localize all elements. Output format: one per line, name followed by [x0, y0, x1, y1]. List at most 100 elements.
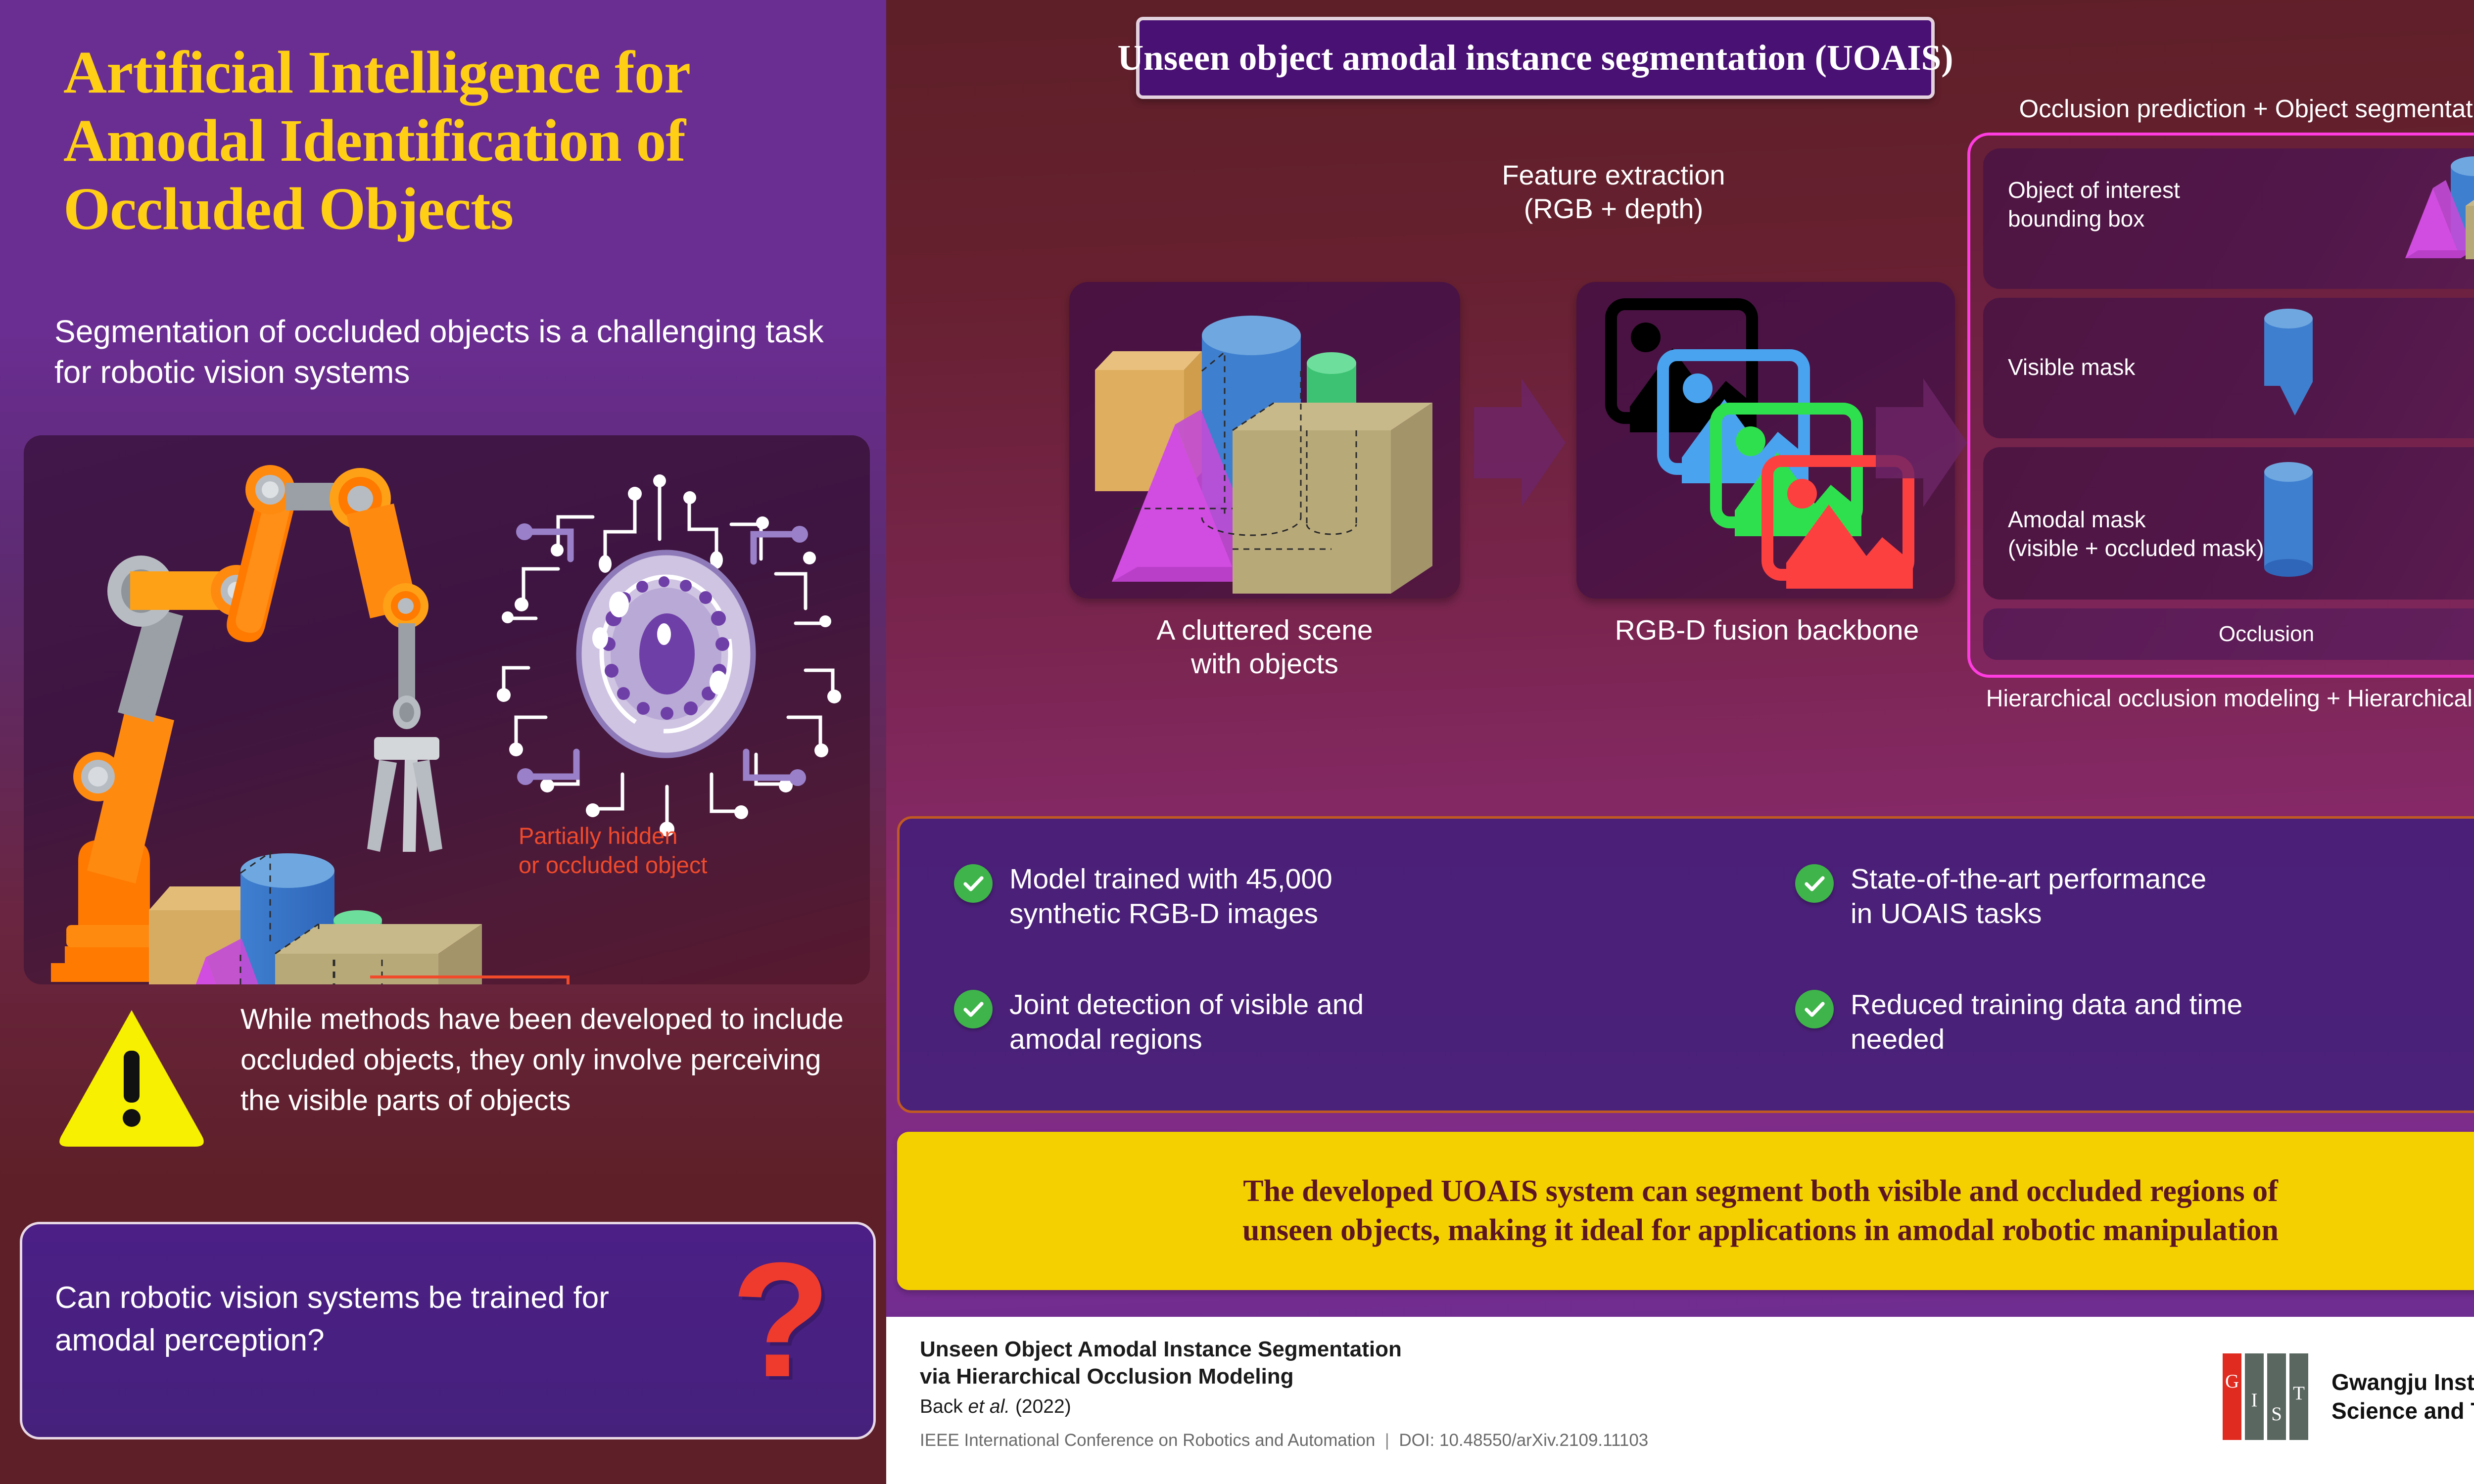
gist-logo-bars: G I S T: [2223, 1353, 2312, 1440]
finding-item-1: Model trained with 45,000 synthetic RGB-…: [954, 862, 1686, 931]
finding-4-line-1: Reduced training data and time: [1851, 989, 2243, 1020]
ai-eye-circuit-icon: [497, 474, 841, 836]
footer: Unseen Object Amodal Instance Segmentati…: [886, 1317, 2474, 1484]
gist-bar-s: S: [2267, 1353, 2286, 1440]
authors-et-al: et al.: [968, 1396, 1010, 1417]
conclusion-line-2: unseen objects, making it ideal for appl…: [1242, 1213, 2279, 1247]
prediction-occlusion-label: Occlusion: [2218, 622, 2315, 646]
prediction-visible-mask-label: Visible mask: [2008, 354, 2136, 380]
right-column: Unseen object amodal instance segmentati…: [886, 0, 2474, 1484]
paper-authors: Back et al. (2022): [920, 1396, 1071, 1418]
finding-item-3-text: Joint detection of visible and amodal re…: [1009, 988, 1364, 1057]
page-title: Artificial Intelligence for Amodal Ident…: [63, 39, 865, 243]
arrow-right-icon-2: [1876, 378, 1967, 507]
bounding-box-scene-icon: [2405, 156, 2474, 259]
finding-3-line-2: amodal regions: [1009, 1023, 1202, 1055]
finding-item-4: Reduced training data and time needed: [1795, 988, 2474, 1057]
robot-arm-occluded-objects-illustration: Partially hidden or occluded object: [24, 435, 870, 984]
prediction-amodal-mask: Amodal mask (visible + occluded mask): [1983, 447, 2474, 600]
stage-caption-1-line-2: with objects: [1191, 648, 1338, 680]
prediction-3-line-1: Amodal mask: [2008, 507, 2146, 532]
paper-title: Unseen Object Amodal Instance Segmentati…: [920, 1336, 1909, 1391]
finding-1-line-1: Model trained with 45,000: [1009, 863, 1332, 895]
gist-letter-g: G: [2225, 1371, 2239, 1392]
gist-letter-i: I: [2251, 1390, 2258, 1411]
cluttered-scene-shapes-icon: [1095, 316, 1432, 594]
gist-bar-g: G: [2223, 1353, 2242, 1440]
authors-prefix: Back: [920, 1396, 968, 1417]
left-column: Artificial Intelligence for Amodal Ident…: [0, 0, 886, 1484]
warning-triangle-icon: [59, 1010, 204, 1147]
authors-year: (2022): [1010, 1396, 1071, 1417]
paper-venue: IEEE International Conference on Robotic…: [920, 1431, 1376, 1450]
question-mark-icon: ?: [731, 1228, 831, 1411]
gist-letter-s: S: [2271, 1403, 2282, 1425]
finding-item-3: Joint detection of visible and amodal re…: [954, 988, 1686, 1057]
finding-item-1-text: Model trained with 45,000 synthetic RGB-…: [1009, 862, 1332, 931]
check-icon: [954, 990, 993, 1028]
feature-extraction-line-1: Feature extraction: [1502, 159, 1725, 190]
warning-text: While methods have been developed to inc…: [240, 1003, 844, 1116]
finding-item-2: State-of-the-art performance in UOAIS ta…: [1795, 862, 2474, 931]
feature-extraction-line-2: (RGB + depth): [1523, 193, 1704, 225]
feature-extraction-label: Feature extraction (RGB + depth): [1341, 158, 1886, 226]
paper-doi: DOI: 10.48550/arXiv.2109.11103: [1399, 1431, 1649, 1450]
conclusion-banner: The developed UOAIS system can segment b…: [897, 1132, 2474, 1290]
uoais-banner: Unseen object amodal instance segmentati…: [1117, 17, 1953, 99]
gist-bar-i: I: [2245, 1353, 2264, 1440]
gist-logo: G I S T Gwangju Institute of Science and…: [2223, 1353, 2474, 1440]
finding-1-line-2: synthetic RGB-D images: [1009, 897, 1319, 929]
occluded-objects-scene-icon: [149, 851, 570, 984]
finding-2-line-2: in UOAIS tasks: [1851, 897, 2042, 929]
prediction-occlusion-bar: Occlusion: [1983, 608, 2474, 660]
hierarchical-label: Hierarchical occlusion modeling + Hierar…: [1986, 686, 2474, 712]
gist-name-line-1: Gwangju Institute of: [2331, 1369, 2474, 1395]
conclusion-line-1: The developed UOAIS system can segment b…: [1243, 1174, 2278, 1208]
stage-caption-2-line-1: RGB-D fusion backbone: [1615, 614, 1919, 646]
meta-separator: |: [1384, 1431, 1389, 1450]
conclusion-text: The developed UOAIS system can segment b…: [947, 1172, 2474, 1251]
question-card: Can robotic vision systems be trained fo…: [20, 1222, 876, 1439]
prediction-bounding-box: Object of interest bounding box: [1983, 148, 2474, 289]
robot-arm-icon: [51, 465, 442, 982]
occlusion-annotation-line-2: or occluded object: [519, 852, 708, 879]
visible-mask-cylinder-icon: [2264, 309, 2313, 416]
gist-bar-t: T: [2289, 1353, 2309, 1440]
stage-caption-1: A cluttered scene with objects: [1035, 613, 1495, 681]
occlusion-annotation: Partially hidden or occluded object: [519, 821, 835, 880]
stage-caption-1-line-1: A cluttered scene: [1156, 614, 1373, 646]
prediction-bounding-box-label: Object of interest bounding box: [2008, 176, 2180, 233]
gist-name-line-2: Science and Technology: [2331, 1397, 2474, 1424]
prediction-amodal-mask-label: Amodal mask (visible + occluded mask): [2008, 506, 2264, 562]
stage-caption-2: RGB-D fusion backbone: [1544, 613, 1990, 647]
question-text: Can robotic vision systems be trained fo…: [55, 1281, 609, 1357]
check-icon: [1795, 990, 1834, 1028]
arrow-right-icon-1: [1474, 378, 1566, 507]
finding-item-4-text: Reduced training data and time needed: [1851, 988, 2242, 1057]
prediction-1-line-2: bounding box: [2008, 205, 2145, 232]
finding-2-line-1: State-of-the-art performance: [1851, 863, 2207, 895]
finding-4-line-2: needed: [1851, 1023, 1945, 1055]
finding-3-line-1: Joint detection of visible and: [1009, 989, 1364, 1020]
paper-meta: IEEE International Conference on Robotic…: [920, 1431, 1648, 1450]
uoais-banner-title: Unseen object amodal instance segmentati…: [1117, 38, 1953, 78]
title-line-1: Artificial Intelligence for: [63, 39, 691, 106]
gist-logo-name: Gwangju Institute of Science and Technol…: [2331, 1368, 2474, 1425]
paper-title-line-1: Unseen Object Amodal Instance Segmentati…: [920, 1337, 1402, 1361]
warning-row: While methods have been developed to inc…: [23, 999, 874, 1177]
stage-cluttered-scene: [1069, 282, 1460, 599]
prediction-group: Object of interest bounding box: [1967, 133, 2474, 678]
title-line-3: Occluded Objects: [63, 175, 514, 242]
finding-item-2-text: State-of-the-art performance in UOAIS ta…: [1851, 862, 2206, 931]
title-line-2: Amodal Identification of: [63, 107, 686, 174]
amodal-mask-cylinder-icon: [2264, 462, 2313, 577]
stacked-image-layers-icon: [1605, 298, 1914, 589]
subtitle: Segmentation of occluded objects is a ch…: [54, 314, 824, 390]
check-icon: [1795, 864, 1834, 903]
prediction-1-line-1: Object of interest: [2008, 177, 2180, 203]
pipeline-diagram: Occlusion prediction + Object segmentati…: [886, 0, 2474, 801]
key-findings-panel: Model trained with 45,000 synthetic RGB-…: [897, 816, 2474, 1113]
prediction-visible-mask: Visible mask: [1983, 298, 2474, 438]
gist-letter-t: T: [2293, 1383, 2305, 1404]
